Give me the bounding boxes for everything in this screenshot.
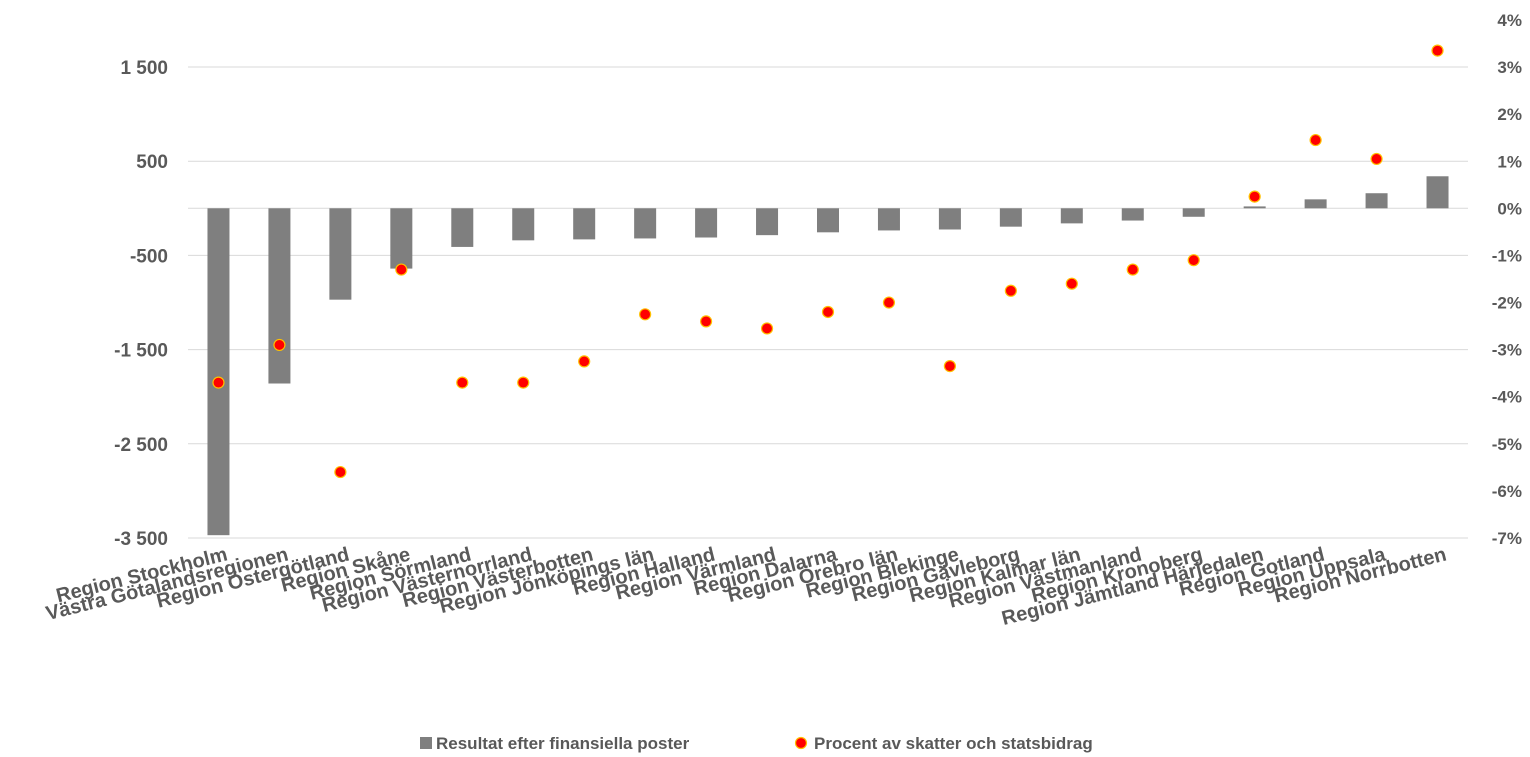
right-tick-label: 3%: [1497, 58, 1522, 77]
data-point: [456, 376, 469, 389]
bar: [329, 208, 352, 300]
right-tick-label: -2%: [1492, 294, 1522, 313]
right-tick-label: -1%: [1492, 246, 1522, 265]
bar: [1182, 208, 1205, 217]
data-point: [1370, 152, 1383, 166]
right-tick-label: -5%: [1492, 435, 1522, 454]
bar: [877, 208, 900, 231]
data-point: [821, 305, 835, 319]
legend-label-dot: Procent av skatter och statsbidrag: [814, 734, 1093, 753]
bar: [1304, 199, 1327, 209]
data-point: [212, 376, 225, 389]
bar: [451, 208, 474, 247]
data-point: [1187, 254, 1200, 267]
data-point: [578, 355, 591, 368]
right-tick-label: -7%: [1492, 529, 1522, 548]
data-point: [943, 360, 957, 373]
right-tick-label: 1%: [1497, 152, 1522, 171]
left-tick-label: -1 500: [114, 341, 168, 362]
bar: [999, 208, 1022, 227]
data-point: [1065, 277, 1078, 290]
right-tick-label: 2%: [1497, 105, 1522, 124]
data-point: [639, 308, 652, 321]
legend: Resultat efter finansiella poster Procen…: [420, 734, 1093, 753]
bar: [512, 208, 535, 241]
bar: [1365, 193, 1388, 209]
data-point: [1126, 263, 1139, 276]
data-point: [699, 315, 713, 328]
right-tick-label: 0%: [1497, 199, 1522, 218]
data-point: [273, 338, 286, 352]
dot-series: [212, 44, 1444, 479]
data-point: [882, 296, 896, 309]
right-tick-label: 4%: [1497, 11, 1522, 30]
bar: [695, 208, 718, 238]
bar: [1243, 206, 1266, 209]
left-tick-label: -2 500: [114, 435, 168, 456]
gridlines: [188, 66, 1468, 539]
bar: [1121, 208, 1144, 221]
data-point: [1004, 284, 1017, 297]
data-point: [517, 376, 530, 389]
left-tick-label: 500: [136, 152, 168, 173]
left-axis: 1 500 500 -500 -1 500 -2 500 -3 500: [114, 58, 168, 550]
left-tick-label: -3 500: [114, 529, 168, 550]
left-tick-label: -500: [130, 246, 168, 267]
left-tick-label: 1 500: [120, 58, 168, 79]
right-tick-label: -4%: [1492, 388, 1522, 407]
bar: [756, 208, 779, 236]
bar: [573, 208, 596, 240]
legend-label-bar: Resultat efter finansiella poster: [436, 734, 690, 753]
right-axis: 4% 3% 2% 1% 0% -1% -2% -3% -4% -5% -6% -7%: [1492, 11, 1522, 548]
bar: [207, 208, 230, 536]
data-point: [1309, 133, 1322, 147]
data-point: [1248, 190, 1261, 203]
legend-swatch-bar: [420, 737, 432, 749]
bar: [390, 208, 413, 269]
bar: [938, 208, 961, 230]
bar: [634, 208, 657, 239]
right-tick-label: -6%: [1492, 482, 1522, 501]
data-point: [395, 263, 408, 276]
data-point: [760, 322, 774, 335]
bar-series: [207, 176, 1449, 536]
legend-swatch-dot: [794, 736, 808, 750]
bar: [817, 208, 839, 233]
right-tick-label: -3%: [1492, 341, 1522, 360]
bar: [268, 208, 291, 384]
bar: [1060, 208, 1083, 224]
bar: [1426, 176, 1449, 209]
data-point: [334, 465, 347, 479]
data-point: [1431, 44, 1444, 57]
